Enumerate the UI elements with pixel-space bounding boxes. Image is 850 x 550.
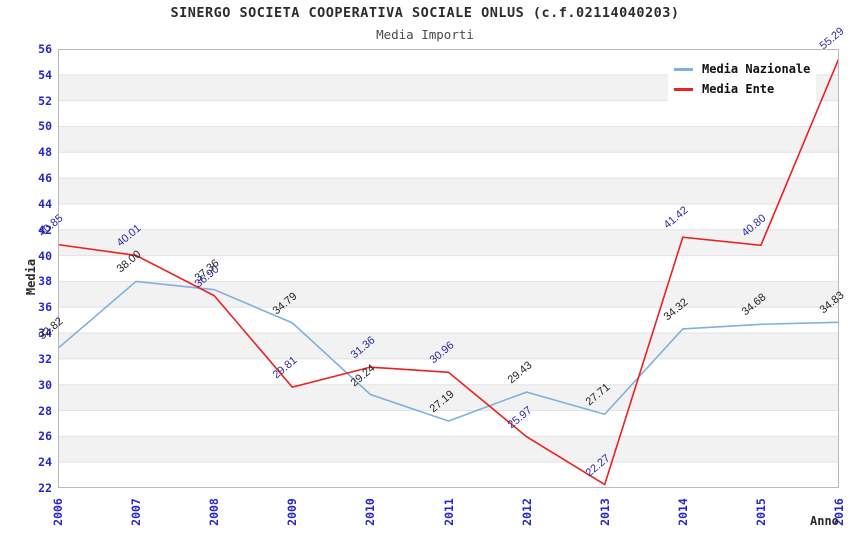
plot-band [58,152,839,179]
legend-item-media-nazionale: Media Nazionale [674,59,816,79]
y-tick-label: 44 [38,196,52,211]
plot-band [58,333,839,359]
plot-band [58,229,839,256]
legend-marker-nazionale-icon [674,67,693,71]
x-tick-label: 2015 [753,498,768,526]
plot-canvas [58,49,839,488]
x-tick-label: 2008 [207,498,222,526]
y-tick-label: 28 [38,403,52,418]
x-tick-label: 2009 [285,498,300,526]
legend-item-media-ente: Media Ente [674,79,816,99]
y-tick-label: 24 [38,455,52,470]
x-tick-label: 2011 [441,498,456,526]
plot-band [58,126,839,153]
x-tick-label: 2006 [51,498,65,526]
y-tick-label: 22 [38,481,52,495]
plot-band [58,178,839,204]
y-tick-label: 26 [38,429,52,444]
plot-area [58,49,839,488]
x-tick-label: 2010 [363,498,378,526]
plot-border [58,49,839,488]
y-axis-title: Media [24,258,38,296]
plot-band [58,410,839,437]
plot-band [58,384,839,411]
plot-band [58,255,839,282]
y-tick-label: 38 [38,274,52,289]
x-tick-label: 2012 [519,498,534,526]
y-tick-label: 30 [38,377,52,392]
y-tick-label: 34 [38,326,52,341]
y-tick-label: 42 [38,222,52,237]
y-tick-label: 46 [38,171,52,186]
x-tick-label: 2007 [129,498,144,526]
y-tick-label: 52 [38,93,52,108]
x-tick-label: 2014 [675,498,690,526]
plot-band [58,307,839,334]
y-tick-label: 56 [38,42,52,56]
y-tick-label: 36 [38,300,52,315]
plot-band [58,203,839,230]
chart-subtitle: Media Importi [376,27,474,42]
x-tick-label: 2013 [597,498,612,526]
y-tick-label: 48 [38,145,52,160]
y-tick-label: 32 [38,351,52,366]
plot-band [58,100,839,127]
plot-band [58,462,839,488]
series-line-media-ente [58,57,839,486]
legend-label-nazionale: Media Nazionale [702,62,811,76]
plot-band [58,281,839,308]
x-axis-title: Anno [810,514,839,528]
legend-marker-ente-icon [674,87,693,91]
chart-title: SINERGO SOCIETA COOPERATIVA SOCIALE ONLU… [170,5,680,21]
y-tick-label: 50 [38,119,52,134]
plot-band [58,436,839,463]
legend-label-ente: Media Ente [702,82,775,96]
legend: Media Nazionale Media Ente [668,57,816,103]
series-line-media-nazionale [58,280,839,422]
y-tick-label: 54 [38,67,52,82]
y-tick-label: 40 [38,248,52,263]
